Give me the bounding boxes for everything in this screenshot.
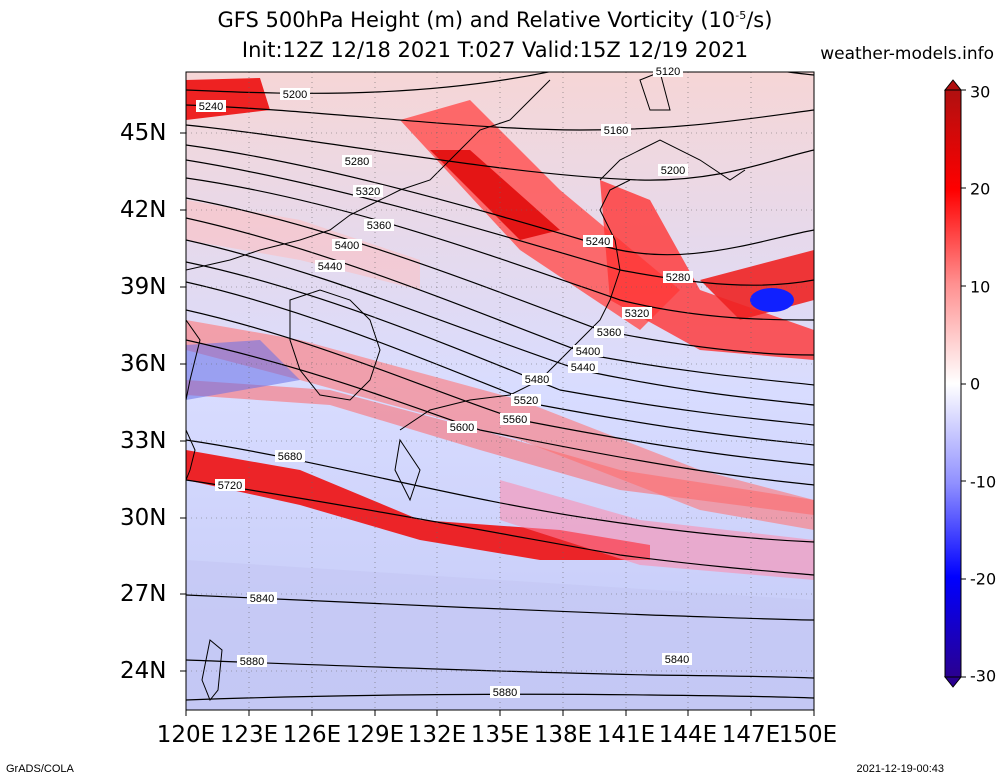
contour-label-box xyxy=(594,326,624,338)
lon-label: 126E xyxy=(282,722,342,748)
contour-label-box xyxy=(275,450,305,462)
contour-labels: 5120 5240 5200 5160 5280 5200 5320 5360 5240 5400… xyxy=(196,65,693,699)
contour-label-box xyxy=(332,239,362,251)
contour-label-box xyxy=(522,373,552,385)
colorbar xyxy=(943,79,966,688)
contour-label: 5840 xyxy=(665,654,689,666)
contour-label-box xyxy=(658,164,688,176)
contour-label-box xyxy=(490,686,520,698)
contour-label: 5280 xyxy=(345,156,369,168)
contour-label: 5280 xyxy=(666,272,690,284)
colorbar-label: 0 xyxy=(970,374,981,394)
contour-label: 5600 xyxy=(450,422,474,434)
contour-label: 5440 xyxy=(318,261,342,273)
contour-label: 5200 xyxy=(283,89,307,101)
contour-label-box xyxy=(353,185,383,197)
colorbar-label: -10 xyxy=(970,472,997,492)
contour-label: 5320 xyxy=(356,186,380,198)
coastlines xyxy=(186,72,746,701)
contour-label: 5720 xyxy=(218,480,242,492)
lon-label: 150E xyxy=(778,722,838,748)
contour-label-box xyxy=(622,307,652,319)
contour-label-box xyxy=(364,219,394,231)
contour-label: 5880 xyxy=(493,687,517,699)
lat-label: 45N xyxy=(120,120,167,146)
colorbar-label: 30 xyxy=(970,82,991,102)
contour-label-box xyxy=(342,155,372,167)
lon-label: 147E xyxy=(721,722,781,748)
lat-label: 42N xyxy=(120,197,167,223)
lon-label: 135E xyxy=(470,722,530,748)
lon-label: 138E xyxy=(533,722,593,748)
site-label: weather-models.info xyxy=(820,44,994,64)
contour-label-box xyxy=(237,655,267,667)
colorbar-label: 20 xyxy=(970,179,991,199)
lat-label: 33N xyxy=(120,428,167,454)
lon-label: 141E xyxy=(596,722,656,748)
lat-label: 36N xyxy=(120,351,167,377)
contour-label-box xyxy=(653,65,683,77)
contour-label: 5880 xyxy=(240,656,264,668)
contour-label-box xyxy=(196,100,226,112)
contour-label-box xyxy=(511,394,541,406)
colorbar-label: -20 xyxy=(970,569,997,589)
colorbar-label: 10 xyxy=(970,277,991,297)
contour-label: 5240 xyxy=(586,236,610,248)
contour-label: 5560 xyxy=(503,414,527,426)
contour-label: 5440 xyxy=(571,362,595,374)
contour-label: 5360 xyxy=(597,327,621,339)
footer-software: GrADS/COLA xyxy=(6,763,74,775)
lat-label: 24N xyxy=(120,658,167,684)
contour-label: 5680 xyxy=(278,451,302,463)
colorbar-label: -30 xyxy=(970,666,997,686)
contour-label: 5320 xyxy=(625,308,649,320)
map-title-line1: GFS 500hPa Height (m) and Relative Vorti… xyxy=(217,8,773,32)
contour-label: 5480 xyxy=(525,374,549,386)
lat-label: 39N xyxy=(120,274,167,300)
lon-label: 120E xyxy=(156,722,216,748)
contour-label-box xyxy=(573,345,603,357)
contour-label: 5160 xyxy=(604,125,628,137)
contour-label: 5120 xyxy=(656,66,680,78)
contour-label-box xyxy=(315,260,345,272)
lat-label: 27N xyxy=(120,581,167,607)
lon-label: 123E xyxy=(219,722,279,748)
contour-label-box xyxy=(247,592,277,604)
axis-ticks xyxy=(180,132,815,716)
footer-timestamp: 2021-12-19-00:43 xyxy=(856,763,944,775)
contour-label: 5360 xyxy=(367,220,391,232)
contour-label-box xyxy=(500,413,530,425)
contour-label-box xyxy=(583,235,613,247)
lon-label: 129E xyxy=(345,722,405,748)
contour-label-box xyxy=(662,653,692,665)
lat-label: 30N xyxy=(120,505,167,531)
contour-label-box xyxy=(280,88,310,100)
lon-label: 144E xyxy=(658,722,718,748)
contour-label-box xyxy=(215,479,245,491)
map-title-line2: Init:12Z 12/18 2021 T:027 Valid:15Z 12/1… xyxy=(241,38,749,62)
lon-label: 132E xyxy=(407,722,467,748)
contour-label-box xyxy=(663,271,693,283)
contour-label: 5400 xyxy=(335,240,359,252)
contour-label: 5200 xyxy=(661,165,685,177)
contour-label-box xyxy=(601,124,631,136)
contour-label: 5840 xyxy=(250,593,274,605)
contour-label-box xyxy=(447,421,477,433)
contour-label: 5240 xyxy=(199,101,223,113)
contour-label: 5400 xyxy=(576,346,600,358)
contour-label-box xyxy=(568,361,598,373)
contour-label: 5520 xyxy=(514,395,538,407)
